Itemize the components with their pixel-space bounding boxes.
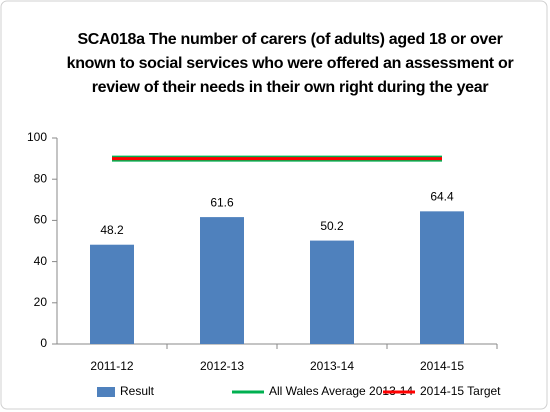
x-tick-label: 2012-13 xyxy=(200,359,244,373)
y-tick-label: 60 xyxy=(34,213,48,227)
legend-label: Result xyxy=(120,384,155,398)
data-label: 48.2 xyxy=(100,223,124,237)
bar xyxy=(310,240,354,344)
bar xyxy=(200,217,244,344)
data-label: 64.4 xyxy=(430,190,454,204)
bar xyxy=(90,244,134,344)
x-tick-label: 2014-15 xyxy=(420,359,464,373)
y-tick-label: 0 xyxy=(40,336,47,350)
legend-swatch xyxy=(97,387,115,397)
x-tick-label: 2011-12 xyxy=(90,359,133,373)
y-tick-label: 80 xyxy=(34,171,48,185)
legend-label: All Wales Average 2013-14 xyxy=(269,384,413,398)
y-tick-label: 40 xyxy=(34,254,48,268)
chart-title: SCA018a The number of carers (of adults)… xyxy=(66,31,514,96)
y-tick-label: 100 xyxy=(27,130,47,144)
bar xyxy=(420,211,464,344)
x-tick-label: 2013-14 xyxy=(310,359,354,373)
legend-label: 2014-15 Target xyxy=(420,384,501,398)
data-label: 50.2 xyxy=(320,219,344,233)
y-tick-label: 20 xyxy=(34,295,48,309)
data-label: 61.6 xyxy=(210,195,234,209)
